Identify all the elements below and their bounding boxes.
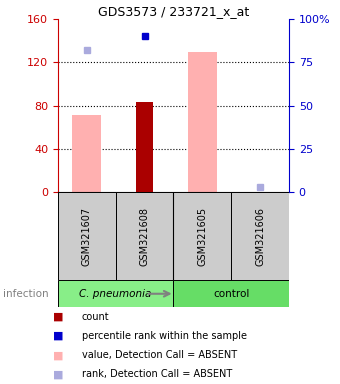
Text: rank, Detection Call = ABSENT: rank, Detection Call = ABSENT [82, 369, 232, 379]
Text: ■: ■ [53, 369, 63, 379]
Text: GSM321605: GSM321605 [197, 207, 207, 266]
Bar [173, 280, 289, 307]
Bar [58, 280, 173, 307]
Text: ■: ■ [53, 350, 63, 360]
Title: GDS3573 / 233721_x_at: GDS3573 / 233721_x_at [98, 5, 249, 18]
Text: count: count [82, 312, 109, 322]
Text: C. pneumonia: C. pneumonia [80, 289, 152, 299]
Bar [231, 192, 289, 280]
Text: ■: ■ [53, 331, 63, 341]
Bar [136, 103, 153, 192]
Bar [188, 51, 217, 192]
Text: GSM321607: GSM321607 [82, 207, 92, 266]
Text: infection: infection [3, 289, 49, 299]
Text: ■: ■ [53, 312, 63, 322]
Text: GSM321606: GSM321606 [255, 207, 265, 266]
Bar [173, 192, 231, 280]
Bar [58, 192, 116, 280]
Text: percentile rank within the sample: percentile rank within the sample [82, 331, 246, 341]
Bar [72, 115, 101, 192]
Text: value, Detection Call = ABSENT: value, Detection Call = ABSENT [82, 350, 237, 360]
Text: control: control [213, 289, 249, 299]
Bar [116, 192, 173, 280]
Text: GSM321608: GSM321608 [139, 207, 150, 266]
